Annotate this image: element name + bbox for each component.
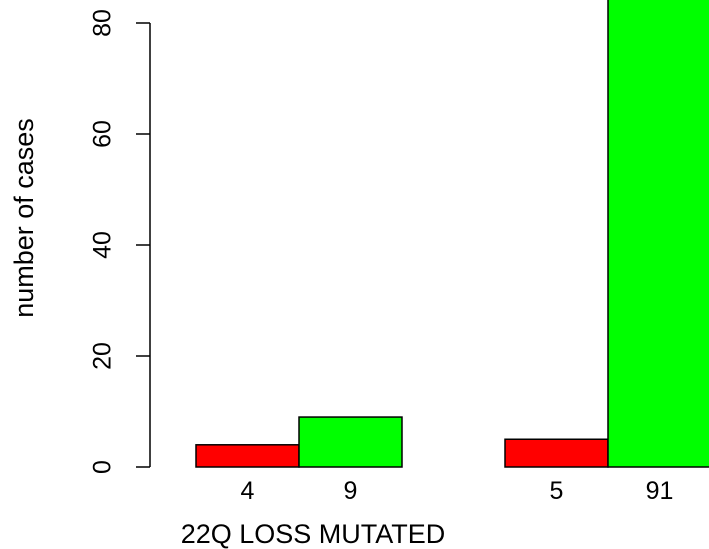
y-axis: 0 20 40 60 80 — [89, 9, 151, 474]
bar-count-label: 9 — [344, 477, 358, 505]
bar — [298, 416, 403, 468]
y-tick-label: 60 — [89, 120, 117, 148]
y-tick-label: 40 — [89, 231, 117, 259]
bar-labels: 4 9 5 91 — [241, 477, 674, 505]
y-axis-label: number of cases — [9, 118, 39, 318]
bar-count-label: 4 — [241, 477, 255, 505]
y-tick-label: 0 — [89, 460, 117, 474]
bar — [607, 0, 709, 468]
bar-count-label: 91 — [646, 477, 674, 505]
x-axis-label: 22Q LOSS MUTATED — [181, 519, 446, 549]
y-tick-label: 80 — [89, 9, 117, 37]
y-tick-label: 20 — [89, 342, 117, 370]
bar — [195, 444, 300, 468]
bar-count-label: 5 — [550, 477, 564, 505]
bars — [195, 0, 709, 468]
bar — [504, 438, 609, 468]
